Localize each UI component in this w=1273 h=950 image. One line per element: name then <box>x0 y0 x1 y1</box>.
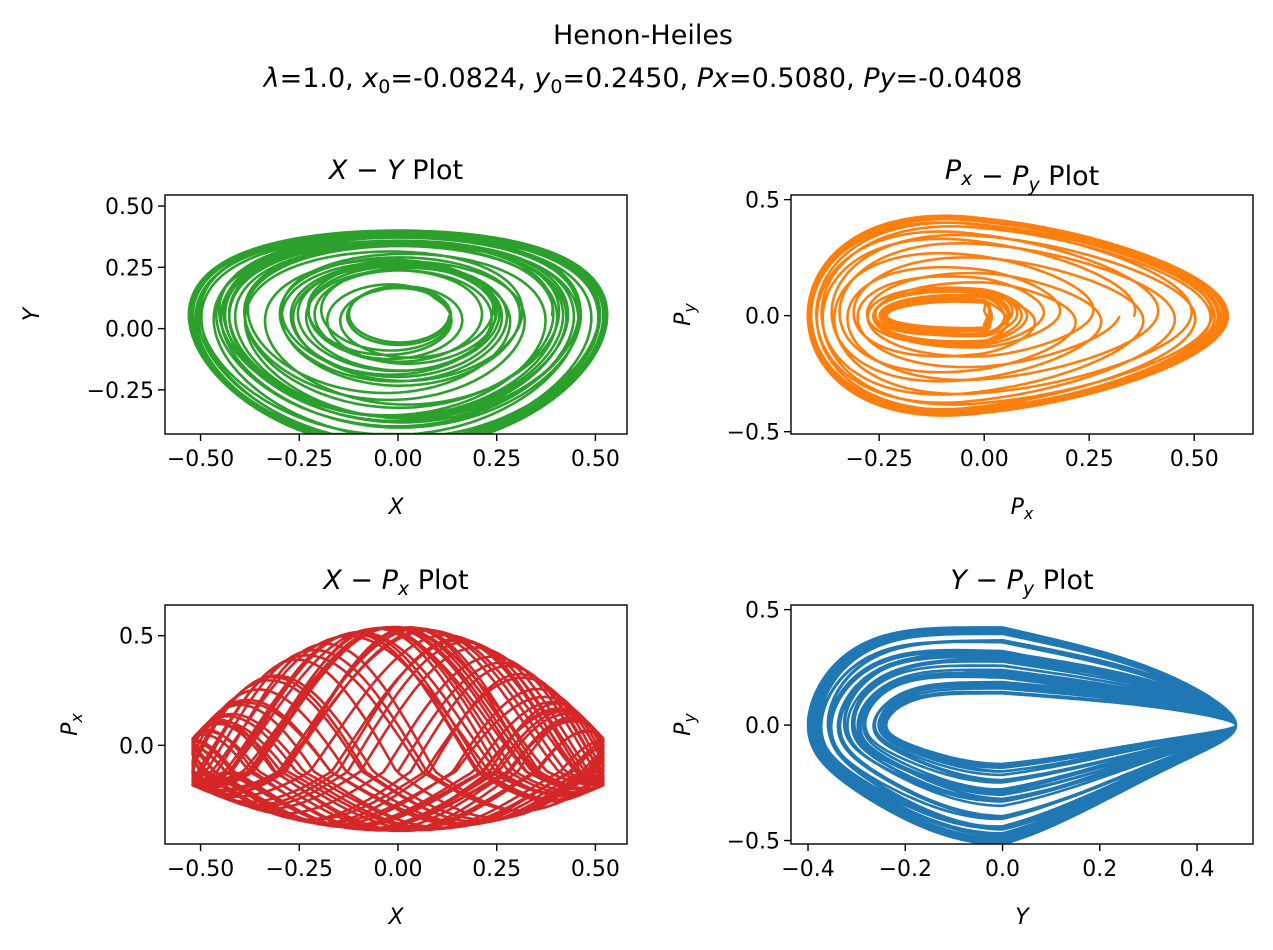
x-tick-label: −0.2 <box>879 857 932 882</box>
y-tick-label: −0.5 <box>727 421 780 446</box>
px-value: =0.5080, <box>729 63 863 94</box>
axes-frame <box>790 194 1254 435</box>
axes-frame <box>164 194 628 435</box>
subplot-title: X − Y Plot <box>327 155 463 186</box>
trajectory-line <box>191 625 605 833</box>
y-axis-label: Py <box>671 303 699 326</box>
figure-subtitle: λ=1.0, x0=-0.0824, y0=0.2450, Px=0.5080,… <box>262 63 1023 98</box>
x-tick-label: −0.25 <box>266 857 333 882</box>
lambda-value: =1.0, <box>280 63 363 94</box>
subplot-y-py: −0.4 −0.2 0.0 0.2 0.4 −0.5 0.0 0.5 Y − Py Plot Y P… <box>671 565 1254 930</box>
y-tick-label: 0.0 <box>745 305 780 330</box>
y0-value: =0.2450, <box>562 63 696 94</box>
y-tick-label: 0.0 <box>119 734 154 759</box>
lambda-symbol: λ <box>262 63 280 94</box>
x-tick-label: 0.4 <box>1180 857 1215 882</box>
trajectory-line <box>806 626 1238 844</box>
axes-frame <box>164 604 628 845</box>
x0-subscript: 0 <box>378 76 390 98</box>
y-tick-label: 0.50 <box>105 195 154 220</box>
y-axis-label: Px <box>58 713 86 736</box>
x-tick-label: 0.00 <box>960 447 1009 472</box>
subplot-title: Y − Py Plot <box>950 565 1093 600</box>
subplot-px-py: −0.25 0.00 0.25 0.50 −0.5 0.0 0.5 Px − Py Plot P… <box>671 155 1254 523</box>
x-tick-label: −0.50 <box>167 857 234 882</box>
y-axis-label: Y <box>20 306 45 321</box>
trajectory-line <box>806 214 1230 417</box>
y0-label: y <box>533 63 551 94</box>
subplot-title: X − Px Plot <box>321 565 468 600</box>
x-tick-label: 0.25 <box>472 447 521 472</box>
x-tick-label: 0.50 <box>571 857 620 882</box>
py-value: =-0.0408 <box>896 63 1023 94</box>
subplot-title: Px − Py Plot <box>945 155 1099 196</box>
y-tick-label: 0.5 <box>745 189 780 214</box>
x-axis-label: X <box>387 905 404 930</box>
x-axis-label: Px <box>1011 495 1034 523</box>
trajectory-line <box>187 229 609 434</box>
x-tick-label: −0.25 <box>266 447 333 472</box>
y-tick-label: −0.25 <box>87 379 154 404</box>
y-tick-label: 0.0 <box>745 714 780 739</box>
x-tick-label: −0.50 <box>167 447 234 472</box>
x0-value: =-0.0824, <box>390 63 534 94</box>
y-tick-label: 0.5 <box>119 625 154 650</box>
x-tick-label: 0.50 <box>1170 447 1219 472</box>
y-axis-label: Py <box>671 713 699 736</box>
x-tick-label: 0.2 <box>1082 857 1117 882</box>
px-label: Px <box>697 63 730 94</box>
figure-title: Henon-Heiles <box>553 20 733 51</box>
subplot-x-y: −0.50 −0.25 0.00 0.25 0.50 −0.25 0.00 0.25 0.50 X… <box>20 155 628 520</box>
x-tick-label: 0.25 <box>472 857 521 882</box>
y-tick-label: 0.5 <box>745 599 780 624</box>
x-tick-label: 0.50 <box>571 447 620 472</box>
x-tick-label: 0.0 <box>985 857 1020 882</box>
x-tick-label: 0.00 <box>373 447 422 472</box>
x0-label: x <box>361 63 379 94</box>
y-tick-label: 0.00 <box>105 318 154 343</box>
subplots: −0.50 −0.25 0.00 0.25 0.50 −0.25 0.00 0.25 0.50 X… <box>20 155 1254 930</box>
x-tick-label: −0.4 <box>781 857 834 882</box>
y0-subscript: 0 <box>550 76 562 98</box>
y-tick-label: 0.25 <box>105 256 154 281</box>
x-axis-label: X <box>387 495 404 520</box>
x-tick-label: −0.25 <box>845 447 912 472</box>
subplot-x-px: −0.50 −0.25 0.00 0.25 0.50 0.0 0.5 X − Px Plot X… <box>58 565 628 930</box>
x-axis-label: Y <box>1015 905 1030 930</box>
x-tick-label: 0.00 <box>373 857 422 882</box>
x-tick-label: 0.25 <box>1065 447 1114 472</box>
y-tick-label: −0.5 <box>727 830 780 855</box>
py-label: Py <box>863 63 896 94</box>
